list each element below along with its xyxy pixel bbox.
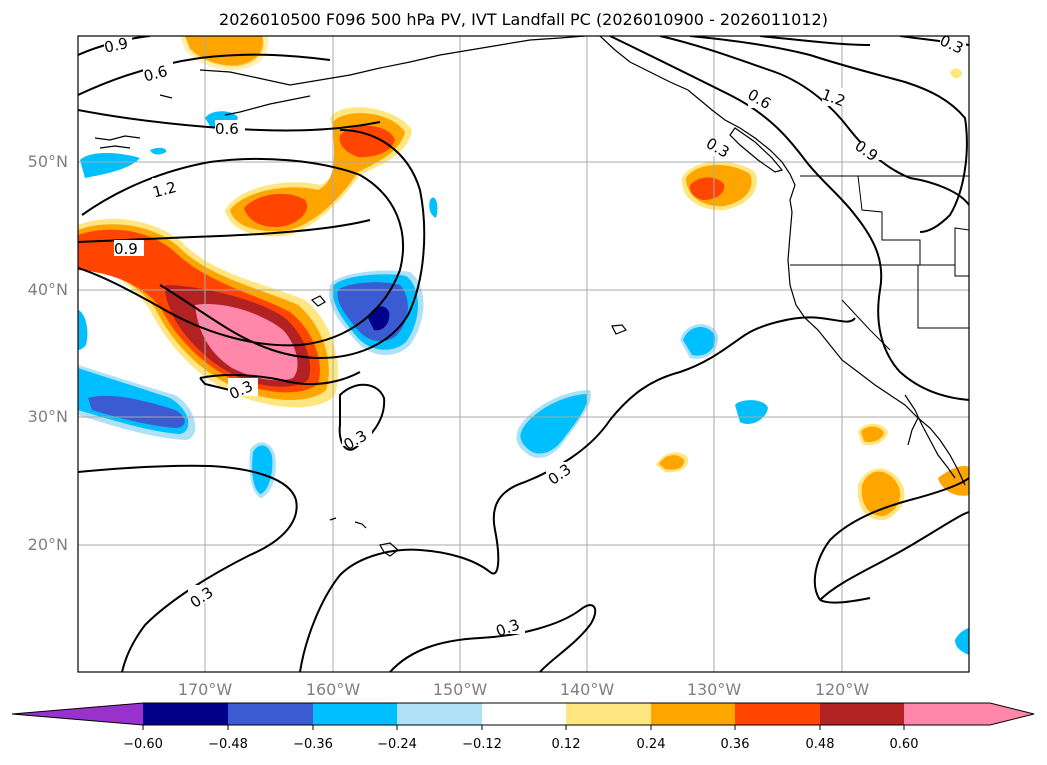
colorbar-extend-min <box>12 703 143 725</box>
lat-label: 40°N <box>27 280 68 299</box>
colorbar-tick-label: 0.36 <box>720 737 750 752</box>
colorbar-tick-label: 0.24 <box>636 737 666 752</box>
lon-label: 130°W <box>686 680 742 699</box>
lat-label: 20°N <box>27 535 68 554</box>
contour-label: 1.2 <box>151 178 179 202</box>
lon-label: 170°W <box>177 680 233 699</box>
lon-label: 140°W <box>559 680 615 699</box>
colorbar-tick-label: −0.24 <box>377 737 417 752</box>
lon-label: 120°W <box>814 680 870 699</box>
lon-label: 160°W <box>305 680 361 699</box>
colorbar-tick-label: 0.12 <box>551 737 581 752</box>
colorbar-tick-label: 0.48 <box>805 737 835 752</box>
lat-label: 30°N <box>27 407 68 426</box>
map-frame <box>77 35 970 673</box>
lon-label: 150°W <box>432 680 488 699</box>
contour-label: 0.9 <box>114 240 138 258</box>
colorbar-tick-label: −0.36 <box>293 737 333 752</box>
colorbar-tick-label: 0.60 <box>889 737 919 752</box>
positive-anomaly-shading <box>78 36 969 521</box>
colorbar-tick-label: −0.48 <box>208 737 248 752</box>
coastlines <box>94 36 966 557</box>
contour-label: 0.6 <box>142 62 170 86</box>
colorbar-tick-label: −0.60 <box>123 737 163 752</box>
contour-label: 0.9 <box>103 34 130 57</box>
colorbar <box>11 702 1035 730</box>
lat-label: 50°N <box>27 152 68 171</box>
map-panel: 0.9 0.6 0.6 1.2 0.9 0.3 0.3 0.3 0.3 0.3 … <box>78 34 969 672</box>
map-title: 2026010500 F096 500 hPa PV, IVT Landfall… <box>219 10 828 29</box>
colorbar-tick-label: −0.12 <box>462 737 502 752</box>
contour-label: 0.6 <box>215 120 239 138</box>
colorbar-extend-max <box>904 703 1034 725</box>
